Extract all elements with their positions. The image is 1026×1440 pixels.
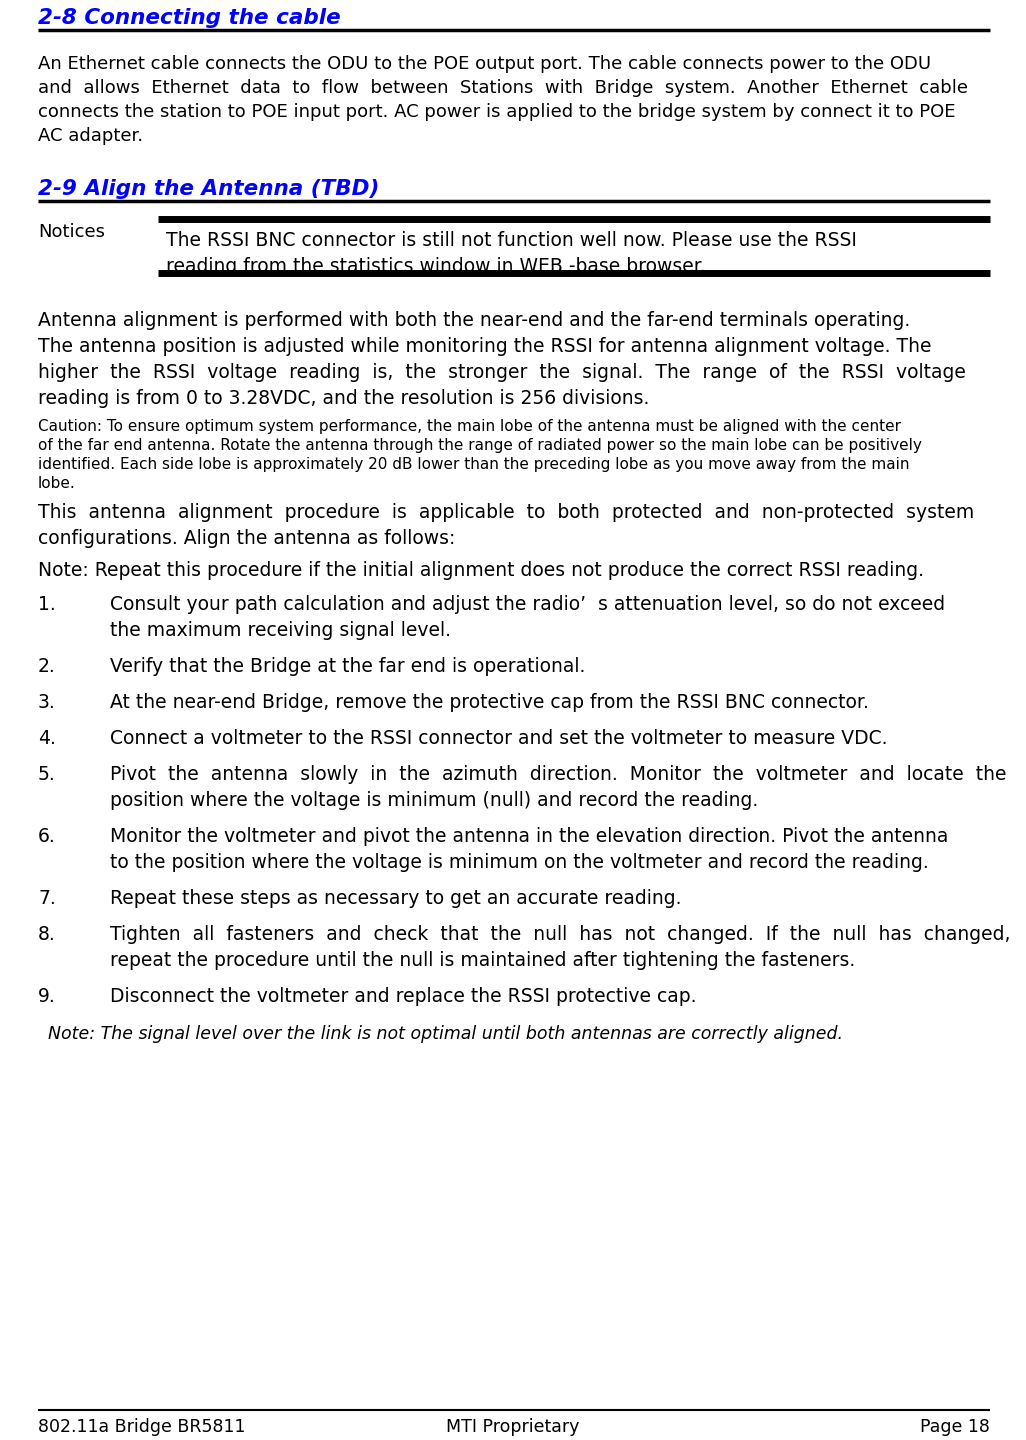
Text: 2-8 Connecting the cable: 2-8 Connecting the cable [38,9,341,27]
Text: This  antenna  alignment  procedure  is  applicable  to  both  protected  and  n: This antenna alignment procedure is appl… [38,503,975,521]
Text: repeat the procedure until the null is maintained after tightening the fasteners: repeat the procedure until the null is m… [110,950,856,971]
Text: 4.: 4. [38,729,55,747]
Text: to the position where the voltage is minimum on the voltmeter and record the rea: to the position where the voltage is min… [110,852,929,873]
Text: 6.: 6. [38,827,55,845]
Text: An Ethernet cable connects the ODU to the POE output port. The cable connects po: An Ethernet cable connects the ODU to th… [38,55,932,73]
Text: reading from the statistics window in WEB -base browser.: reading from the statistics window in WE… [166,256,706,276]
Text: and  allows  Ethernet  data  to  flow  between  Stations  with  Bridge  system. : and allows Ethernet data to flow between… [38,79,968,96]
Text: Verify that the Bridge at the far end is operational.: Verify that the Bridge at the far end is… [110,657,586,675]
Text: higher  the  RSSI  voltage  reading  is,  the  stronger  the  signal.  The  rang: higher the RSSI voltage reading is, the … [38,363,965,382]
Text: position where the voltage is minimum (null) and record the reading.: position where the voltage is minimum (n… [110,791,758,809]
Text: Notices: Notices [38,223,105,240]
Text: configurations. Align the antenna as follows:: configurations. Align the antenna as fol… [38,528,456,549]
Text: 9.: 9. [38,986,55,1007]
Text: Note: The signal level over the link is not optimal until both antennas are corr: Note: The signal level over the link is … [48,1025,843,1043]
Text: Consult your path calculation and adjust the radio’  s attenuation level, so do : Consult your path calculation and adjust… [110,595,945,613]
Text: 3.: 3. [38,693,55,711]
Text: 2.: 2. [38,657,55,675]
Text: The RSSI BNC connector is still not function well now. Please use the RSSI: The RSSI BNC connector is still not func… [166,230,857,251]
Text: Tighten  all  fasteners  and  check  that  the  null  has  not  changed.  If  th: Tighten all fasteners and check that the… [110,924,1011,945]
Text: 2-9 Align the Antenna (TBD): 2-9 Align the Antenna (TBD) [38,179,380,199]
Text: connects the station to POE input port. AC power is applied to the bridge system: connects the station to POE input port. … [38,104,955,121]
Text: 1.: 1. [38,595,55,613]
Text: the maximum receiving signal level.: the maximum receiving signal level. [110,621,451,639]
Text: Note: Repeat this procedure if the initial alignment does not produce the correc: Note: Repeat this procedure if the initi… [38,562,924,580]
Text: lobe.: lobe. [38,477,76,491]
Text: Pivot  the  antenna  slowly  in  the  azimuth  direction.  Monitor  the  voltmet: Pivot the antenna slowly in the azimuth … [110,765,1007,783]
Text: 8.: 8. [38,924,55,945]
Text: AC adapter.: AC adapter. [38,127,143,145]
Text: Antenna alignment is performed with both the near-end and the far-end terminals : Antenna alignment is performed with both… [38,311,910,330]
Text: Disconnect the voltmeter and replace the RSSI protective cap.: Disconnect the voltmeter and replace the… [110,986,697,1007]
Text: The antenna position is adjusted while monitoring the RSSI for antenna alignment: The antenna position is adjusted while m… [38,337,932,356]
Text: identified. Each side lobe is approximately 20 dB lower than the preceding lobe : identified. Each side lobe is approximat… [38,456,909,472]
Text: Monitor the voltmeter and pivot the antenna in the elevation direction. Pivot th: Monitor the voltmeter and pivot the ante… [110,827,948,845]
Text: Connect a voltmeter to the RSSI connector and set the voltmeter to measure VDC.: Connect a voltmeter to the RSSI connecto… [110,729,887,747]
Text: reading is from 0 to 3.28VDC, and the resolution is 256 divisions.: reading is from 0 to 3.28VDC, and the re… [38,389,649,408]
Text: Repeat these steps as necessary to get an accurate reading.: Repeat these steps as necessary to get a… [110,888,681,909]
Text: Page 18: Page 18 [920,1418,990,1436]
Text: 5.: 5. [38,765,55,783]
Text: 802.11a Bridge BR5811: 802.11a Bridge BR5811 [38,1418,245,1436]
Text: of the far end antenna. Rotate the antenna through the range of radiated power s: of the far end antenna. Rotate the anten… [38,438,922,454]
Text: MTI Proprietary: MTI Proprietary [446,1418,580,1436]
Text: At the near-end Bridge, remove the protective cap from the RSSI BNC connector.: At the near-end Bridge, remove the prote… [110,693,869,711]
Text: 7.: 7. [38,888,55,909]
Text: Caution: To ensure optimum system performance, the main lobe of the antenna must: Caution: To ensure optimum system perfor… [38,419,901,433]
